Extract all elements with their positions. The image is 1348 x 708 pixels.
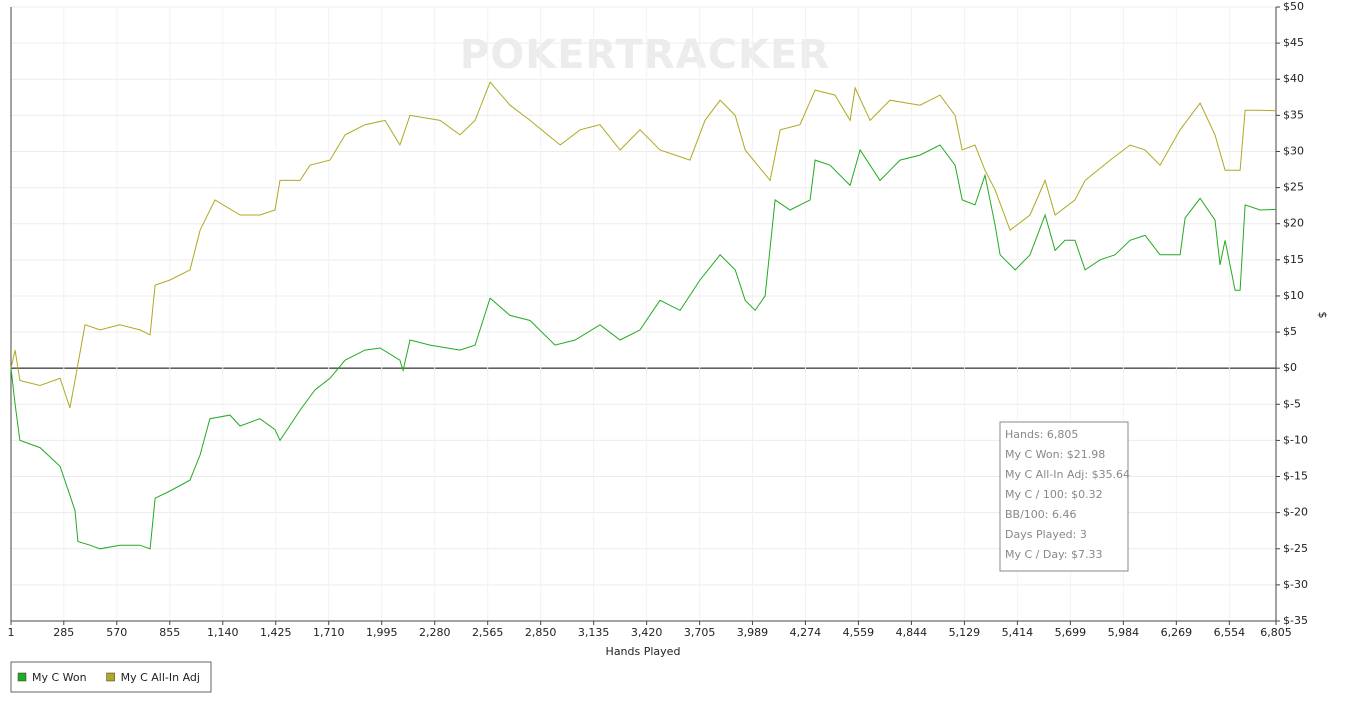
legend-label: My C All-In Adj (121, 671, 200, 684)
y-tick-label: $-30 (1283, 578, 1308, 591)
x-tick-label: 1,425 (260, 626, 292, 639)
tooltip-line: Hands: 6,805 (1005, 428, 1078, 441)
legend-label: My C Won (32, 671, 87, 684)
x-axis-label: Hands Played (606, 645, 681, 658)
tooltip-line: BB/100: 6.46 (1005, 508, 1077, 521)
x-tick-label: 1,995 (366, 626, 398, 639)
x-tick-label: 2,565 (472, 626, 504, 639)
x-tick-label: 3,705 (684, 626, 716, 639)
x-tick-label: 5,129 (949, 626, 981, 639)
x-tick-label: 1 (8, 626, 15, 639)
x-tick-label: 6,269 (1161, 626, 1193, 639)
y-tick-label: $-35 (1283, 614, 1308, 627)
x-tick-label: 6,554 (1214, 626, 1246, 639)
y-tick-label: $5 (1283, 325, 1297, 338)
x-tick-label: 570 (106, 626, 127, 639)
y-tick-label: $-20 (1283, 506, 1308, 519)
x-tick-label: 285 (53, 626, 74, 639)
series-line (10, 81, 1277, 409)
x-tick-label: 5,414 (1002, 626, 1034, 639)
y-tick-label: $50 (1283, 0, 1304, 13)
y-axis-label: $ (1316, 312, 1329, 319)
y-tick-label: $10 (1283, 289, 1304, 302)
x-tick-label: 5,984 (1108, 626, 1140, 639)
y-tick-label: $40 (1283, 72, 1304, 85)
y-tick-label: $20 (1283, 217, 1304, 230)
tooltip: Hands: 6,805 My C Won: $21.98 My C All-In … (999, 421, 1130, 572)
tooltip-line: My C / Day: $7.33 (1005, 548, 1103, 561)
y-tick-label: $-10 (1283, 433, 1308, 446)
x-tick-label: 3,420 (631, 626, 663, 639)
x-tick-label: 6,805 (1260, 626, 1292, 639)
x-tick-label: 4,559 (843, 626, 875, 639)
legend-swatch (17, 672, 27, 682)
y-tick-label: $-25 (1283, 542, 1308, 555)
y-tick-label: $25 (1283, 181, 1304, 194)
tooltip-line: My C Won: $21.98 (1005, 448, 1105, 461)
series-line (10, 144, 1277, 550)
x-tick-label: 5,699 (1055, 626, 1087, 639)
x-tick-label: 3,989 (737, 626, 769, 639)
x-tick-label: 1,140 (207, 626, 239, 639)
tooltip-line: Days Played: 3 (1005, 528, 1087, 541)
x-tick-label: 3,135 (578, 626, 610, 639)
tooltip-line: My C All-In Adj: $35.64 (1005, 468, 1130, 481)
x-tick-label: 855 (159, 626, 180, 639)
x-tick-label: 4,274 (790, 626, 822, 639)
legend: My C Won My C All-In Adj (10, 661, 212, 693)
tooltip-line: My C / 100: $0.32 (1005, 488, 1103, 501)
x-tick-label: 2,850 (525, 626, 557, 639)
y-tick-label: $30 (1283, 144, 1304, 157)
y-tick-label: $35 (1283, 108, 1304, 121)
x-tick-label: 2,280 (419, 626, 451, 639)
watermark: POKERTRACKER (460, 32, 830, 78)
y-tick-label: $-15 (1283, 470, 1308, 483)
y-tick-label: $45 (1283, 36, 1304, 49)
tooltip-box (999, 421, 1129, 572)
y-tick-label: $0 (1283, 361, 1297, 374)
y-tick-label: $15 (1283, 253, 1304, 266)
y-tick-label: $-5 (1283, 397, 1301, 410)
legend-swatch (106, 672, 115, 682)
x-tick-label: 1,710 (313, 626, 345, 639)
x-tick-label: 4,844 (896, 626, 928, 639)
